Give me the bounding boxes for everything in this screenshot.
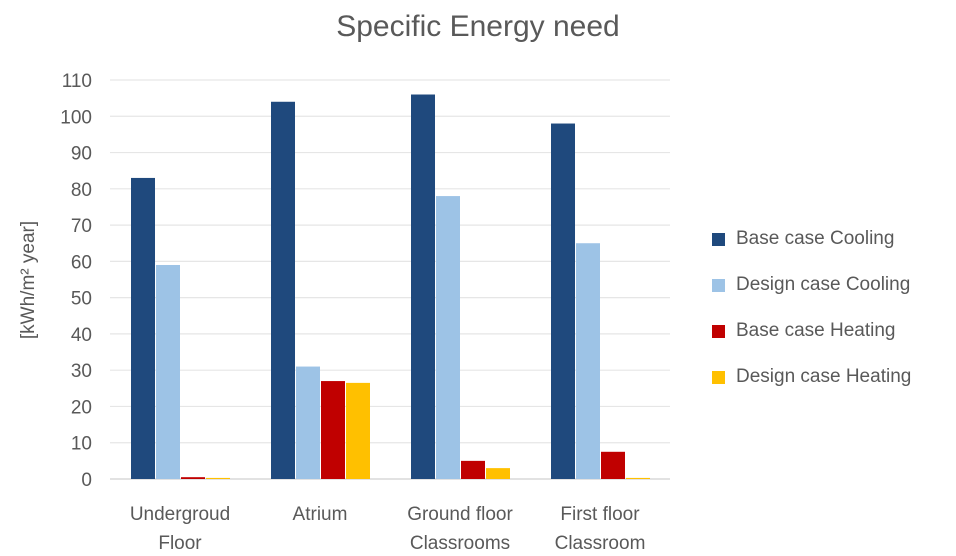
bar [346, 382, 370, 479]
x-axis-ticks: Undergroud Floor Atrium Ground floor Classro… [130, 504, 646, 554]
y-tick-label: 30 [71, 361, 92, 382]
bar [436, 196, 460, 479]
bar [206, 477, 230, 479]
legend-label: Design case Cooling [736, 274, 911, 295]
legend-swatch [712, 233, 725, 246]
y-tick-label: 20 [71, 397, 92, 418]
gridlines [110, 79, 670, 480]
x-tick-label: Ground floor [407, 504, 513, 525]
bar [601, 451, 625, 479]
bar [296, 366, 320, 479]
y-tick-label: 100 [60, 107, 92, 128]
legend-swatch [712, 279, 725, 292]
bar [486, 468, 510, 479]
legend-label: Design case Heating [736, 366, 912, 387]
bar [576, 243, 600, 479]
legend-label: Base case Cooling [736, 228, 895, 249]
y-tick-label: 80 [71, 180, 92, 201]
x-tick-label: Classroom [555, 533, 646, 554]
bar [181, 477, 205, 479]
y-axis-label: [kWh/m² year] [18, 221, 39, 339]
y-tick-label: 110 [62, 71, 92, 92]
x-tick-label: Classrooms [410, 533, 510, 554]
y-tick-label: 70 [71, 216, 92, 237]
legend-swatch [712, 325, 725, 338]
bar [156, 264, 180, 479]
legend-swatch [712, 371, 725, 384]
x-tick-label: First floor [560, 504, 640, 525]
bar [131, 177, 155, 479]
x-tick-label: Atrium [293, 504, 348, 525]
x-tick-label: Floor [158, 533, 202, 554]
y-tick-label: 10 [71, 434, 92, 455]
bar [411, 94, 435, 479]
bar [626, 477, 650, 479]
legend-label: Base case Heating [736, 320, 896, 341]
bar [321, 381, 345, 479]
y-tick-label: 60 [71, 252, 92, 273]
bar [551, 123, 575, 479]
chart-title: Specific Energy need [336, 10, 620, 43]
bar [461, 460, 485, 479]
x-tick-label: Undergroud [130, 504, 230, 525]
y-tick-label: 90 [71, 144, 92, 165]
y-tick-label: 50 [71, 289, 92, 310]
bars [131, 94, 650, 479]
y-axis-ticks: 0 10 20 30 40 50 60 70 80 90 100 110 [60, 71, 92, 491]
y-tick-label: 40 [71, 325, 92, 346]
bar [271, 101, 295, 479]
y-tick-label: 0 [81, 470, 92, 491]
